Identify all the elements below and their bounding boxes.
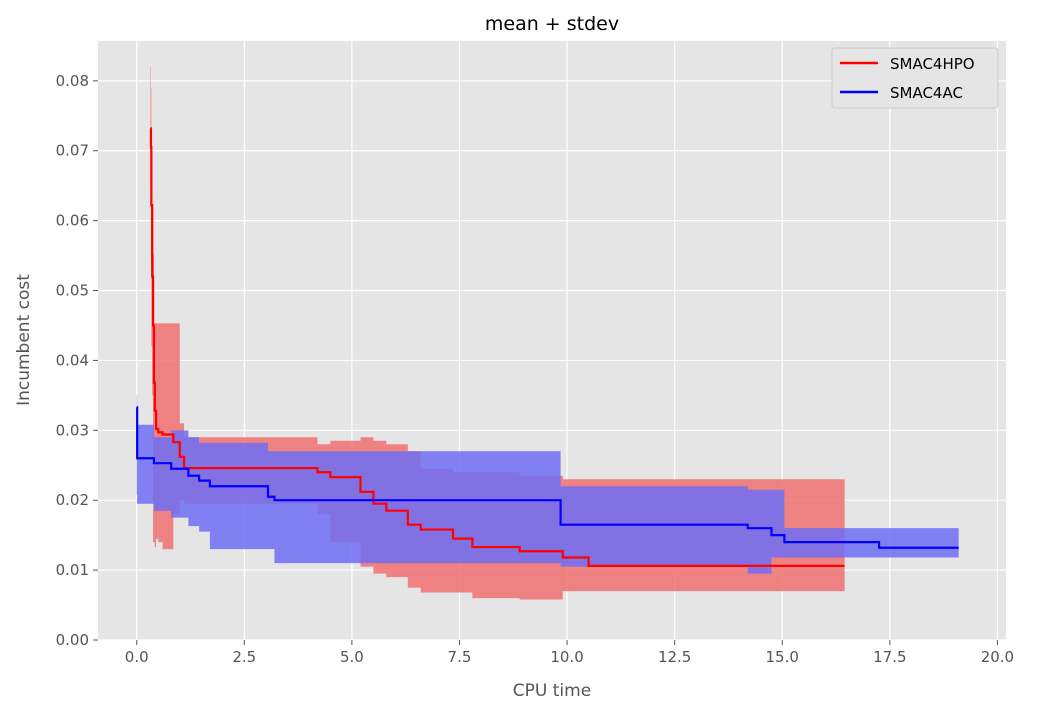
x-tick-label: 12.5 bbox=[658, 648, 691, 666]
x-tick-label: 0.0 bbox=[125, 648, 149, 666]
y-tick-label: 0.08 bbox=[56, 72, 89, 90]
mean-lines bbox=[136, 127, 959, 568]
legend: SMAC4HPO SMAC4AC bbox=[831, 47, 999, 109]
x-tick-label: 17.5 bbox=[873, 648, 906, 666]
y-axis-ticks: 0.00 0.01 0.02 0.03 0.04 0.05 0.06 0.07 0.08 bbox=[56, 72, 98, 649]
y-tick-label: 0.01 bbox=[56, 561, 89, 579]
x-axis-ticks: 0.0 2.5 5.0 7.5 10.0 12.5 15.0 17.5 20.0 bbox=[125, 640, 1014, 666]
x-axis-label: CPU time bbox=[513, 681, 591, 701]
chart-title: mean + stdev bbox=[485, 13, 619, 35]
x-tick-label: 2.5 bbox=[232, 648, 256, 666]
x-tick-label: 15.0 bbox=[766, 648, 799, 666]
x-tick-label: 20.0 bbox=[981, 648, 1014, 666]
mean-line-smac4ac bbox=[136, 406, 959, 549]
y-axis-label: Incumbent cost bbox=[14, 274, 34, 406]
mean-line-smac4hpo bbox=[149, 127, 845, 568]
y-tick-label: 0.06 bbox=[56, 212, 89, 230]
x-tick-label: 5.0 bbox=[340, 648, 364, 666]
y-tick-label: 0.02 bbox=[56, 491, 89, 509]
legend-label-smac4ac: SMAC4AC bbox=[890, 84, 963, 102]
x-tick-label: 7.5 bbox=[448, 648, 472, 666]
y-tick-label: 0.05 bbox=[56, 282, 89, 300]
y-tick-label: 0.00 bbox=[56, 631, 89, 649]
legend-label-smac4hpo: SMAC4HPO bbox=[890, 55, 975, 73]
y-tick-label: 0.04 bbox=[56, 351, 89, 369]
y-tick-label: 0.07 bbox=[56, 142, 89, 160]
y-tick-label: 0.03 bbox=[56, 421, 89, 439]
x-tick-label: 10.0 bbox=[550, 648, 583, 666]
